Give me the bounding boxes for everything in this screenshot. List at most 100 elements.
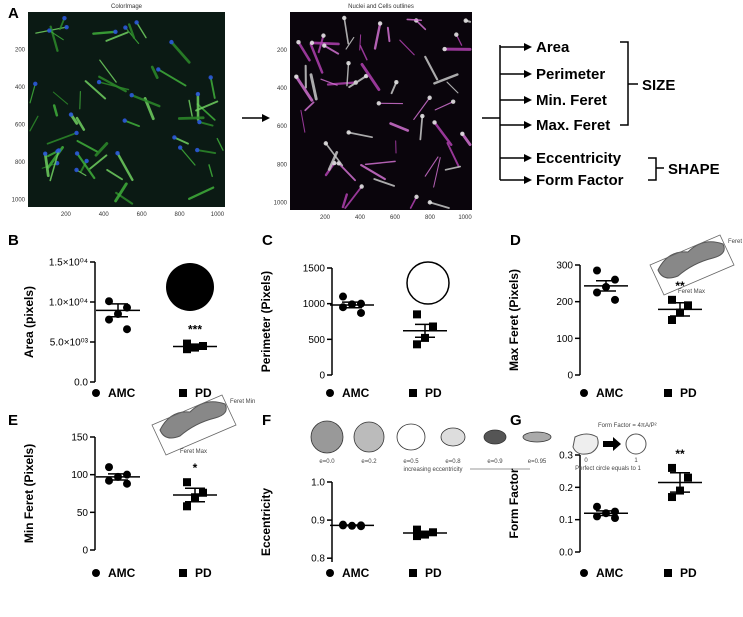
error-bar xyxy=(342,525,362,526)
image-y-tick: 600 xyxy=(15,123,26,129)
inset-shape xyxy=(626,434,646,454)
feature: Max. Feret xyxy=(536,117,610,134)
nucleus xyxy=(57,148,61,152)
nucleus xyxy=(451,99,455,103)
nucleus xyxy=(420,114,424,118)
nucleus xyxy=(178,145,182,149)
nucleus xyxy=(432,120,436,124)
inset-text: e=0.9 xyxy=(487,459,503,465)
nucleus xyxy=(346,130,350,134)
nucleus xyxy=(460,132,464,136)
nucleus xyxy=(209,75,213,79)
nucleus xyxy=(442,47,446,51)
image-x-tick: 600 xyxy=(390,215,401,221)
feature: Area xyxy=(536,39,570,56)
arrow-head xyxy=(262,114,270,122)
legend-marker xyxy=(664,569,672,577)
image-x-tick: 1000 xyxy=(211,212,225,218)
nucleus xyxy=(377,101,381,105)
inset-shape xyxy=(484,430,506,444)
legend-marker xyxy=(580,389,588,397)
data-point xyxy=(105,463,113,471)
cell xyxy=(80,92,81,109)
legend-marker xyxy=(409,569,417,577)
data-point xyxy=(413,310,421,318)
arrow-head xyxy=(524,176,532,184)
legend-marker xyxy=(92,389,100,397)
nucleus xyxy=(75,151,79,155)
data-point xyxy=(357,309,365,317)
image-x-tick: 200 xyxy=(320,215,331,221)
nucleus xyxy=(428,200,432,204)
inset-text: Form Factor = 4πA/P² xyxy=(598,423,657,429)
nucleus xyxy=(123,118,127,122)
inset-shape xyxy=(354,422,384,452)
legend-label: AMC xyxy=(108,566,136,580)
nucleus xyxy=(322,43,326,47)
inset-text: Perfect circle equals to 1 xyxy=(575,466,641,472)
y-tick-label: 0.1 xyxy=(559,515,573,526)
image-x-tick: 200 xyxy=(61,212,72,218)
group-label: SIZE xyxy=(642,77,675,94)
data-point xyxy=(668,493,676,501)
feature: Min. Feret xyxy=(536,92,607,109)
data-point xyxy=(593,503,601,511)
inset-shape xyxy=(166,263,214,311)
nucleus xyxy=(196,92,200,96)
data-point xyxy=(611,296,619,304)
y-tick-label: 100 xyxy=(556,334,573,345)
image-x-tick: 1000 xyxy=(458,215,472,221)
y-tick-label: 0.2 xyxy=(559,483,573,494)
inset-text: e=0.2 xyxy=(361,459,377,465)
inset-text: e=0.8 xyxy=(445,459,461,465)
panel-label: C xyxy=(262,232,273,249)
arrow-head xyxy=(524,154,532,162)
legend-label: PD xyxy=(425,566,442,580)
nucleus xyxy=(324,141,328,145)
nucleus xyxy=(342,16,346,20)
y-tick-label: 0.0 xyxy=(74,378,88,389)
significance: *** xyxy=(188,323,202,337)
y-axis-label: Eccentricity xyxy=(259,488,273,556)
y-axis-label: Max Feret (Pixels) xyxy=(507,269,521,371)
data-point xyxy=(357,300,365,308)
nucleus xyxy=(43,152,47,156)
nucleus xyxy=(74,168,78,172)
legend-marker xyxy=(580,569,588,577)
data-point xyxy=(668,316,676,324)
y-tick-label: 5.0×10⁰³ xyxy=(50,338,89,349)
inset-text: Feret Min xyxy=(728,239,743,245)
significance: * xyxy=(193,461,198,475)
y-axis-label: Perimeter (Pixels) xyxy=(259,271,273,372)
legend-label: AMC xyxy=(596,386,624,400)
y-tick-label: 1.0 xyxy=(311,478,325,489)
nucleus xyxy=(64,25,68,29)
data-point xyxy=(684,474,692,482)
panel-label: F xyxy=(262,412,271,429)
nucleus xyxy=(113,30,117,34)
inset-text: e=0.0 xyxy=(319,459,335,465)
nucleus xyxy=(74,131,78,135)
inset-shape xyxy=(573,434,598,454)
y-tick-label: 0.3 xyxy=(559,451,573,462)
legend-marker xyxy=(92,569,100,577)
legend-marker xyxy=(326,389,334,397)
legend-marker xyxy=(664,389,672,397)
y-tick-label: 0.9 xyxy=(311,516,325,527)
y-tick-label: 300 xyxy=(556,261,573,272)
nucleus xyxy=(378,21,382,25)
y-tick-label: 150 xyxy=(71,433,88,444)
image-title: Nuclei and Cells outlines xyxy=(348,4,414,10)
micrograph xyxy=(28,12,225,207)
image-x-tick: 400 xyxy=(99,212,110,218)
nucleus xyxy=(454,32,458,36)
feature: Perimeter xyxy=(536,66,605,83)
y-tick-label: 0.0 xyxy=(559,548,573,559)
y-axis-label: Min Feret (Pixels) xyxy=(22,444,36,543)
data-point xyxy=(123,325,131,333)
inset-text: 1 xyxy=(634,458,638,464)
image-x-tick: 800 xyxy=(425,215,436,221)
nucleus xyxy=(97,80,101,84)
nucleus xyxy=(464,18,468,22)
arrow-head xyxy=(524,43,532,51)
